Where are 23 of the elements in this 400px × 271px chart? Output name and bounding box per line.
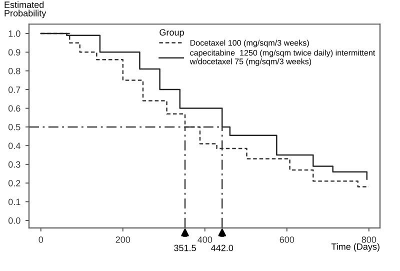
y-tick-label: 1.0 bbox=[8, 30, 20, 37]
ref-line-label: 442.0 bbox=[211, 244, 234, 252]
y-tick-label: 0.8 bbox=[8, 68, 20, 74]
ref-line-label: 351.5 bbox=[174, 244, 196, 252]
y-tick-label: 0.4 bbox=[8, 142, 20, 150]
y-tick-label: 0.6 bbox=[8, 105, 20, 112]
y-tick-label: 0.7 bbox=[8, 86, 20, 93]
y-tick-label: 0.9 bbox=[8, 49, 20, 56]
y-tick-label: 0.1 bbox=[8, 198, 20, 206]
x-axis-title: Time (Days) bbox=[331, 243, 380, 252]
x-tick-label: 800 bbox=[362, 236, 376, 243]
x-tick-label: 600 bbox=[280, 236, 294, 243]
y-tick-label: 0.0 bbox=[8, 217, 20, 224]
y-tick-label: 0.5 bbox=[8, 124, 20, 130]
y-axis-title: Estimated Probability bbox=[4, 1, 46, 18]
x-tick-label: 0 bbox=[38, 236, 44, 243]
x-tick-label: 200 bbox=[116, 236, 130, 243]
legend-label: capecitabine 1250 (mg/sqm twice daily) intermittent w/docetaxel 75 (mg/sqm/3 weeks) bbox=[190, 50, 376, 66]
y-tick-label: 0.2 bbox=[8, 180, 20, 186]
x-tick-label: 400 bbox=[198, 236, 212, 243]
y-tick-label: 0.3 bbox=[8, 161, 20, 168]
legend-label: Docetaxel 100 (mg/sqm/3 weeks) bbox=[190, 40, 309, 48]
legend-title: Group bbox=[160, 29, 184, 38]
